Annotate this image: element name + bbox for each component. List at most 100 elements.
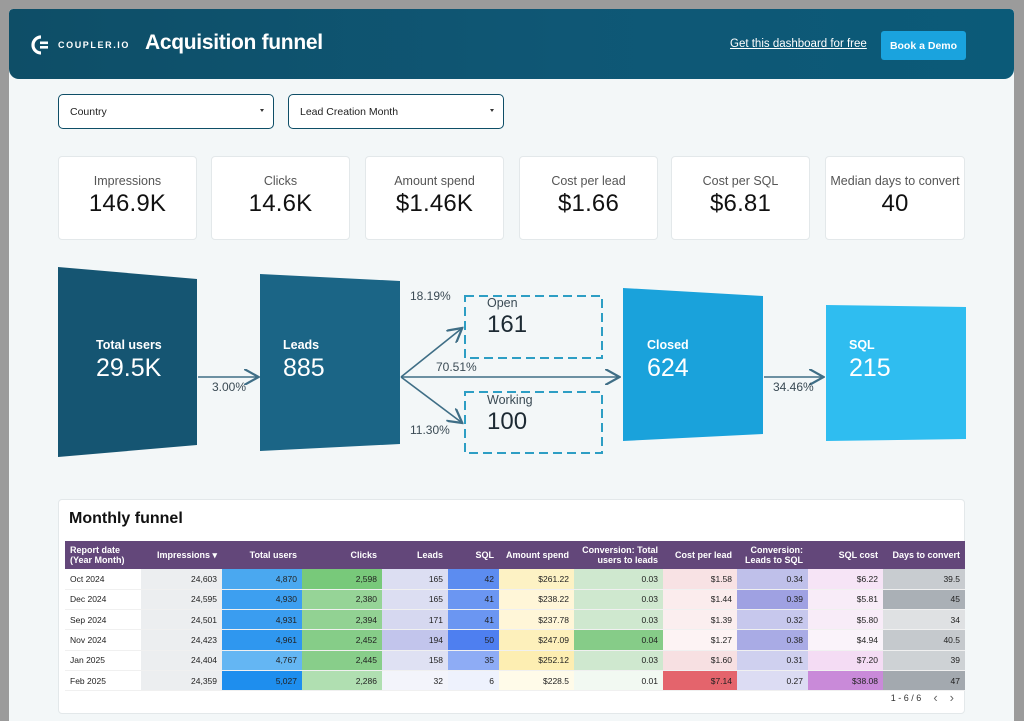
chevron-down-icon (260, 109, 264, 112)
stage-label: Leads (283, 338, 320, 352)
country-filter[interactable]: Country (58, 94, 274, 129)
table-cell: 158 (382, 650, 448, 671)
kpi-value: 146.9K (88, 190, 167, 217)
chevron-down-icon (490, 109, 494, 112)
table-cell: $5.80 (808, 609, 883, 631)
col-report-date[interactable]: Report date (Year Month) (65, 541, 141, 569)
book-demo-button[interactable]: Book a Demo (881, 31, 966, 60)
table-cell: 24,603 (141, 569, 222, 590)
col-conv-users-leads[interactable]: Conversion: Total users to leads (574, 541, 663, 569)
table-cell: 39 (883, 650, 965, 671)
leads-shape (260, 274, 400, 451)
table-cell: 0.34 (737, 569, 808, 590)
table-cell: 45 (883, 589, 965, 611)
table-title: Monthly funnel (69, 510, 183, 527)
sql-stage: SQL 215 (849, 338, 891, 383)
table-cell: 6 (448, 670, 499, 692)
arrow-leads-working (400, 376, 461, 422)
table-cell: $4.94 (808, 629, 883, 651)
table-cell: 42 (448, 569, 499, 590)
col-impressions[interactable]: Impressions ▾ (141, 541, 222, 569)
table-cell: 194 (382, 629, 448, 651)
col-amount-spend[interactable]: Amount spend (499, 541, 574, 569)
chevron-left-icon[interactable]: ‹ (933, 690, 938, 705)
stage-value: 100 (487, 408, 528, 435)
kpi-label: Cost per lead (551, 174, 626, 188)
leads-stage: Leads 885 (283, 338, 325, 383)
col-conv-leads-sql[interactable]: Conversion: Leads to SQL (737, 541, 808, 569)
kpi-median-days: Median days to convert 40 (825, 156, 965, 240)
table-body: Oct 2024 24,603 4,870 2,598 165 42 $261.22 0.03… (65, 569, 965, 692)
sql-shape (826, 305, 966, 441)
stage-value: 29.5K (96, 354, 162, 382)
kpi-value: 40 (881, 190, 909, 217)
col-leads[interactable]: Leads (382, 541, 448, 569)
kpi-cost-per-sql: Cost per SQL $6.81 (671, 156, 810, 240)
table-cell: Sep 2024 (65, 609, 141, 631)
table-cell: $1.39 (663, 609, 737, 631)
table-cell: $237.78 (499, 609, 574, 631)
table-cell: 0.04 (574, 629, 663, 651)
col-sql-cost[interactable]: SQL cost (808, 541, 883, 569)
table-cell: 2,380 (302, 589, 382, 611)
table-cell: 39.5 (883, 569, 965, 590)
kpi-label: Amount spend (394, 174, 475, 188)
pagination: 1 - 6 / 6 ‹ › (891, 690, 954, 705)
col-clicks[interactable]: Clicks (302, 541, 382, 569)
table-cell: 4,931 (222, 609, 302, 631)
table-cell: 2,394 (302, 609, 382, 631)
table-cell: $5.81 (808, 589, 883, 611)
kpi-value: 14.6K (248, 190, 313, 217)
table-cell: 2,452 (302, 629, 382, 651)
working-stage: Working 100 (487, 393, 533, 436)
closed-stage: Closed 624 (647, 338, 689, 383)
arrow-leads-open (400, 329, 461, 378)
chevron-right-icon[interactable]: › (949, 690, 954, 705)
table-cell: 35 (448, 650, 499, 671)
table-cell: $7.14 (663, 670, 737, 692)
table-cell: $252.12 (499, 650, 574, 671)
table-cell: 34 (883, 609, 965, 631)
col-days-to-convert[interactable]: Days to convert (883, 541, 965, 569)
table-cell: 2,286 (302, 670, 382, 692)
table-cell: 4,961 (222, 629, 302, 651)
col-sql[interactable]: SQL (448, 541, 499, 569)
kpi-cost-per-lead: Cost per lead $1.66 (519, 156, 658, 240)
table-cell: 2,445 (302, 650, 382, 671)
kpi-value: $1.66 (557, 190, 620, 217)
table-cell: Dec 2024 (65, 589, 141, 611)
lead-month-filter[interactable]: Lead Creation Month (288, 94, 504, 129)
table-cell: 24,501 (141, 609, 222, 631)
open-box (464, 295, 603, 359)
table-cell: 32 (382, 670, 448, 692)
table-cell: 24,404 (141, 650, 222, 671)
stage-label: Working (487, 393, 533, 407)
page-count: 1 - 6 / 6 (890, 692, 922, 703)
col-cost-per-lead[interactable]: Cost per lead (663, 541, 737, 569)
brand-logo[interactable]: COUPLER.IO (31, 35, 130, 55)
table-cell: 5,027 (222, 670, 302, 692)
stage-value: 215 (849, 354, 891, 382)
pct-leads-to-working: 11.30% (410, 423, 450, 437)
table-cell: $1.60 (663, 650, 737, 671)
table-cell: $247.09 (499, 629, 574, 651)
kpi-impressions: Impressions 146.9K (58, 156, 197, 240)
table-cell: $1.27 (663, 629, 737, 651)
table-row: Feb 2025 24,359 5,027 2,286 32 6 $228.5 0.01 $7.… (65, 670, 965, 692)
kpi-label: Median days to convert (830, 174, 960, 188)
table-cell: $6.22 (808, 569, 883, 590)
get-dashboard-link[interactable]: Get this dashboard for free (730, 38, 867, 50)
table-cell: 4,870 (222, 569, 302, 590)
col-total-users[interactable]: Total users (222, 541, 302, 569)
table-cell: Feb 2025 (65, 670, 141, 692)
table-row: Sep 2024 24,501 4,931 2,394 171 41 $237.78 0.03… (65, 609, 965, 631)
country-filter-label: Country (70, 105, 107, 118)
table-cell: $1.58 (663, 569, 737, 590)
table-cell: 0.32 (737, 609, 808, 631)
stage-value: 161 (487, 311, 528, 338)
table-cell: 41 (448, 589, 499, 611)
table-cell: 0.27 (737, 670, 808, 692)
pct-users-to-leads: 3.00% (212, 380, 247, 394)
kpi-clicks: Clicks 14.6K (211, 156, 350, 240)
table-cell: 0.31 (737, 650, 808, 671)
